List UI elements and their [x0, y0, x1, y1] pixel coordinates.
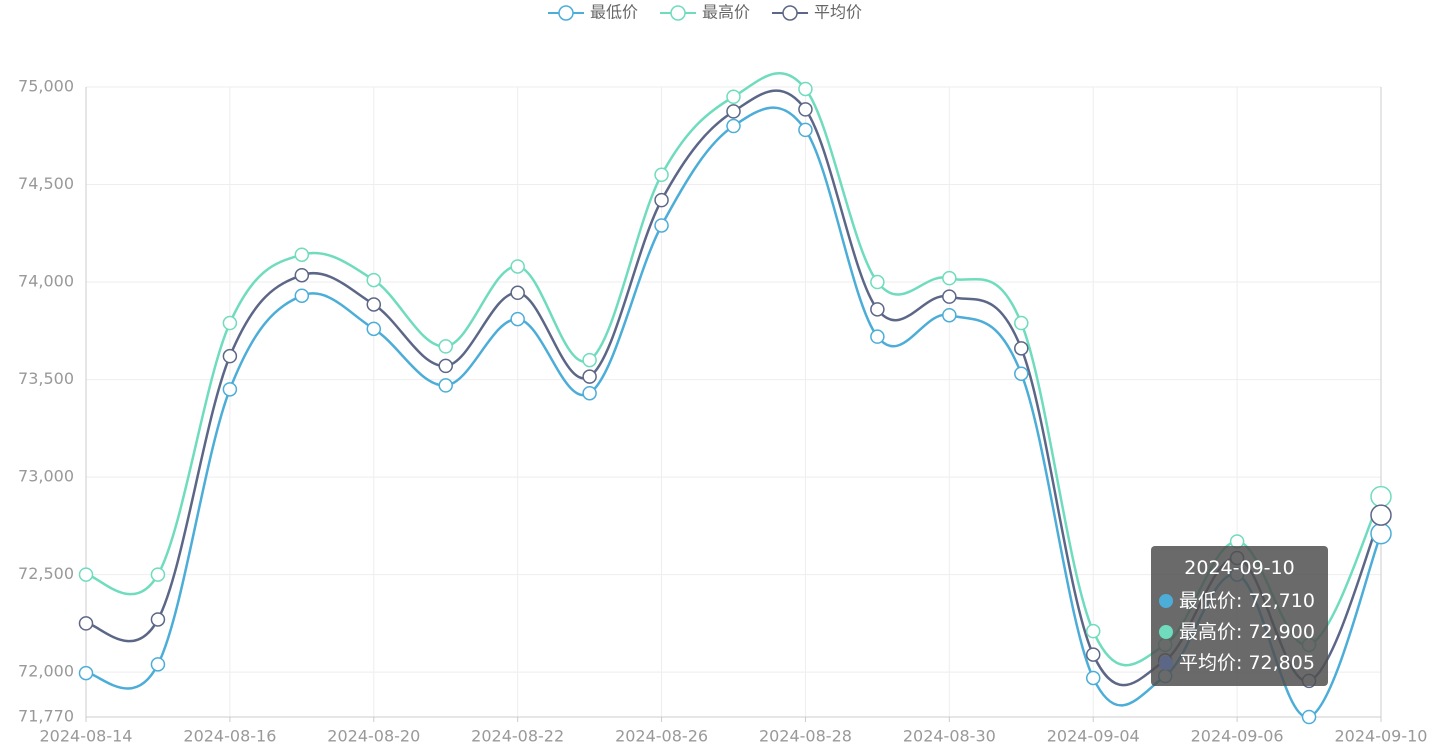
x-tick-label: 2024-09-10	[1335, 727, 1428, 746]
tooltip-row: 平均价: 72,805	[1159, 648, 1320, 679]
point	[942, 289, 957, 304]
y-tick-label: 72,500	[18, 564, 74, 583]
point	[870, 274, 885, 290]
tooltip-title: 2024-09-10	[1184, 557, 1295, 579]
point	[222, 348, 238, 364]
tooltip-row: 最低价: 72,710	[1159, 586, 1320, 617]
legend-label: 最低价	[590, 3, 638, 22]
point	[510, 311, 525, 327]
legend-marker	[782, 5, 798, 21]
x-tick-label: 2024-09-06	[1191, 727, 1284, 746]
tooltip-dot	[1159, 656, 1173, 670]
tooltip-text: 最高价: 72,900	[1179, 621, 1315, 643]
point	[78, 616, 94, 631]
point	[510, 285, 525, 301]
tooltip-row: 最高价: 72,900	[1159, 617, 1320, 648]
tooltip-text: 平均价: 72,805	[1179, 652, 1315, 674]
point	[1085, 623, 1101, 639]
legend-marker	[558, 5, 574, 21]
point	[222, 315, 238, 331]
point	[150, 567, 166, 582]
point	[798, 122, 813, 138]
point	[222, 382, 238, 397]
legend: 最低价 最高价 平均价	[548, 3, 862, 22]
point	[726, 118, 741, 134]
y-tick-label: 73,500	[18, 369, 74, 388]
point	[78, 665, 94, 681]
x-tick-label: 2024-08-20	[327, 727, 420, 746]
tooltip: 2024-09-10 最低价: 72,710 最高价: 72,900 平均价: 72…	[1151, 546, 1328, 686]
tooltip-dot	[1159, 594, 1173, 608]
x-tick-label: 2024-08-28	[759, 727, 852, 746]
point	[582, 385, 597, 401]
point	[798, 81, 813, 97]
point	[366, 297, 382, 312]
point	[294, 247, 310, 262]
point	[1085, 670, 1101, 686]
point	[366, 272, 382, 288]
point	[582, 369, 597, 384]
point	[1370, 522, 1392, 545]
tooltip-dot	[1159, 625, 1173, 639]
y-tick-label: 74,000	[18, 272, 74, 291]
point	[654, 167, 669, 183]
point	[942, 270, 957, 286]
y-tick-label: 73,000	[18, 467, 74, 486]
point	[438, 339, 453, 354]
point	[1014, 341, 1029, 356]
legend-marker	[670, 5, 686, 21]
point	[654, 218, 669, 233]
y-tick-label: 72,000	[18, 662, 74, 681]
x-tick-label: 2024-08-16	[183, 727, 276, 746]
point	[1014, 366, 1029, 381]
point	[942, 307, 957, 323]
point	[726, 104, 741, 119]
point	[438, 358, 453, 374]
point	[726, 89, 741, 105]
point	[78, 567, 94, 582]
y-tick-label: 71,770	[18, 707, 74, 726]
x-tick-label: 2024-09-04	[1047, 727, 1140, 746]
y-tick-label: 75,000	[18, 77, 74, 96]
x-tick-label: 2024-08-30	[903, 727, 996, 746]
point	[870, 329, 885, 344]
point	[1370, 504, 1392, 526]
point	[366, 321, 382, 337]
legend-label: 最高价	[702, 3, 750, 22]
point	[438, 378, 453, 393]
tooltip-text: 最低价: 72,710	[1179, 590, 1315, 612]
point	[798, 102, 813, 117]
x-tick-label: 2024-08-22	[471, 727, 564, 746]
x-tick-label: 2024-08-14	[40, 727, 133, 746]
point	[510, 259, 525, 274]
point	[1301, 709, 1317, 725]
point	[150, 612, 166, 627]
point	[294, 267, 310, 283]
x-tick-label: 2024-08-26	[615, 727, 708, 746]
point	[294, 288, 310, 303]
point	[870, 302, 885, 317]
point	[1014, 315, 1029, 331]
point	[582, 352, 597, 368]
legend-label: 平均价	[814, 3, 862, 22]
point	[150, 657, 166, 672]
y-tick-label: 74,500	[18, 174, 74, 193]
point	[1370, 485, 1392, 508]
point	[654, 192, 669, 208]
point	[1085, 647, 1101, 662]
